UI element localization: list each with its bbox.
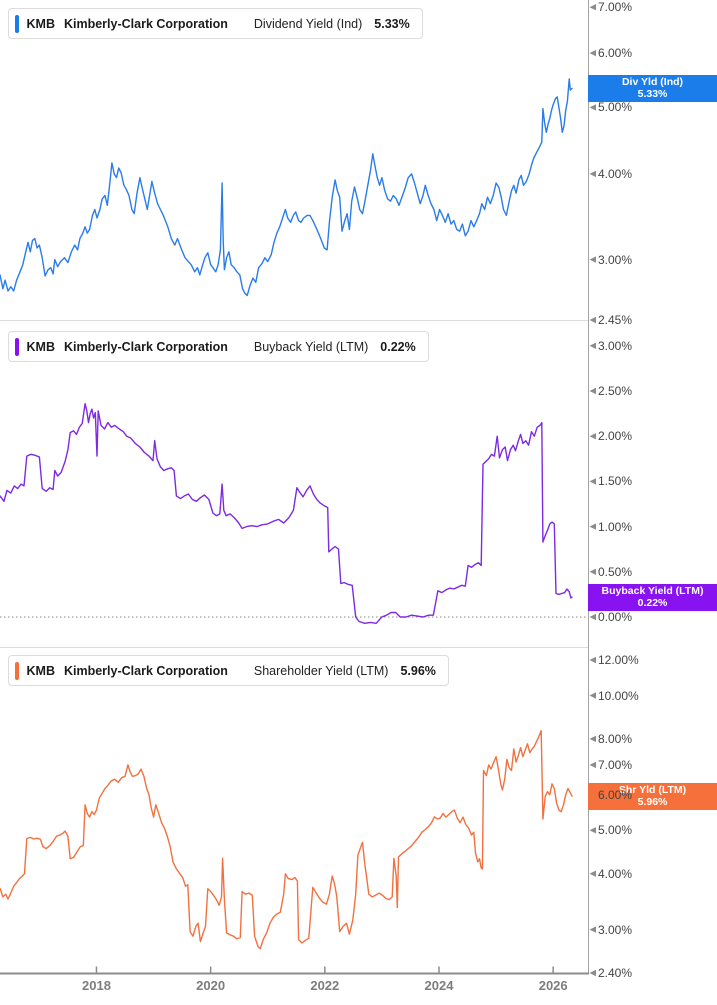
series-line-2 (0, 729, 573, 950)
ticker-symbol: KMB (26, 16, 55, 31)
y-tick-arrow-icon (589, 104, 596, 111)
y-tick-arrow-icon (589, 827, 596, 834)
accent-bar (15, 14, 19, 33)
y-tick-arrow-icon (589, 433, 596, 440)
y-tick-arrow-icon (589, 523, 596, 530)
x-axis-tick-label: 2024 (424, 978, 454, 993)
y-tick-arrow-icon (589, 387, 596, 395)
y-axis-tick-label: 6.00% (598, 787, 633, 802)
badge-value: 5.33% (637, 88, 668, 101)
y-tick-arrow-icon (589, 692, 596, 699)
x-axis-tick-label: 2018 (82, 978, 111, 993)
y-axis-tick-label: 7.00% (598, 757, 633, 772)
y-tick-arrow-icon (589, 735, 596, 743)
badge-value: 5.96% (637, 796, 668, 809)
accent-bar (15, 337, 19, 356)
y-tick-arrow-icon (589, 656, 596, 664)
y-tick-arrow-icon (589, 761, 596, 769)
y-tick-arrow-icon (589, 316, 596, 324)
axis-badge-shr-yld: Shr Yld (LTM) 5.96% (588, 782, 717, 810)
y-axis-tick-label: 8.00% (598, 731, 633, 746)
y-tick-arrow-icon (589, 568, 596, 575)
metric-name: Shareholder Yield (LTM) (253, 663, 389, 678)
y-tick-arrow-icon (589, 478, 596, 485)
ticker-symbol: KMB (26, 663, 55, 678)
y-axis-tick-label: 2.40% (598, 966, 633, 980)
company-name: Kimberly-Clark Corporation (63, 339, 228, 354)
y-axis-tick-label: 0.50% (598, 564, 633, 579)
y-axis-tick-label: 3.00% (598, 922, 633, 937)
company-name: Kimberly-Clark Corporation (63, 663, 228, 678)
axis-badge-buyback-yield: Buyback Yield (LTM) 0.22% (588, 583, 717, 611)
metric-value: 0.22% (380, 339, 416, 354)
metric-name: Buyback Yield (LTM) (253, 339, 369, 354)
metric-name: Dividend Yield (Ind) (253, 16, 363, 31)
accent-bar (15, 661, 19, 680)
y-axis-tick-label: 2.45% (598, 313, 633, 327)
x-axis-tick-label: 2020 (196, 978, 226, 993)
badge-value: 0.22% (637, 597, 668, 610)
y-axis-tick-label: 3.00% (598, 252, 633, 267)
panel-header-dividend-yield[interactable]: KMB Kimberly-Clark Corporation Dividend … (8, 8, 423, 39)
series-line-0 (0, 78, 573, 297)
panel-header-buyback-yield[interactable]: KMB Kimberly-Clark Corporation Buyback Y… (8, 331, 429, 362)
badge-label: Shr Yld (LTM) (618, 783, 687, 796)
y-axis-tick-label: 10.00% (598, 688, 639, 703)
y-axis-tick-label: 1.50% (598, 474, 633, 489)
metric-value: 5.96% (400, 663, 436, 678)
x-axis-tick-label: 2026 (538, 978, 568, 993)
metric-value: 5.33% (374, 16, 410, 31)
panel-header-shareholder-yield[interactable]: KMB Kimberly-Clark Corporation Sharehold… (8, 655, 449, 686)
y-axis-tick-label: 5.00% (598, 100, 633, 115)
y-axis-tick-label: 6.00% (598, 46, 633, 61)
y-tick-arrow-icon (589, 170, 596, 178)
y-tick-arrow-icon (589, 969, 596, 977)
y-tick-arrow-icon (589, 4, 596, 11)
company-name: Kimberly-Clark Corporation (63, 16, 228, 31)
series-line-1 (0, 403, 573, 624)
badge-label: Buyback Yield (LTM) (601, 584, 704, 597)
x-axis-tick-label: 2022 (310, 978, 340, 993)
y-axis-tick-label: 2.00% (598, 429, 633, 444)
y-axis-tick-label: 0.00% (598, 609, 633, 624)
y-axis-tick-label: 2.50% (598, 384, 633, 398)
axis-badge-div-yld: Div Yld (Ind) 5.33% (588, 74, 717, 102)
y-tick-arrow-icon (589, 49, 596, 57)
badge-label: Div Yld (Ind) (621, 75, 684, 88)
y-tick-arrow-icon (589, 256, 596, 263)
y-axis-tick-label: 1.00% (598, 519, 633, 534)
y-axis-tick-label: 3.00% (598, 338, 633, 353)
y-axis-tick-label: 7.00% (598, 0, 633, 15)
y-tick-arrow-icon (589, 613, 596, 621)
y-axis-tick-label: 4.00% (598, 866, 633, 881)
y-tick-arrow-icon (589, 870, 596, 877)
y-axis-tick-label: 5.00% (598, 823, 633, 838)
y-tick-arrow-icon (589, 342, 596, 349)
y-axis-tick-label: 4.00% (598, 166, 633, 181)
y-tick-arrow-icon (589, 926, 596, 933)
ticker-symbol: KMB (26, 339, 55, 354)
y-axis-tick-label: 12.00% (598, 653, 639, 668)
